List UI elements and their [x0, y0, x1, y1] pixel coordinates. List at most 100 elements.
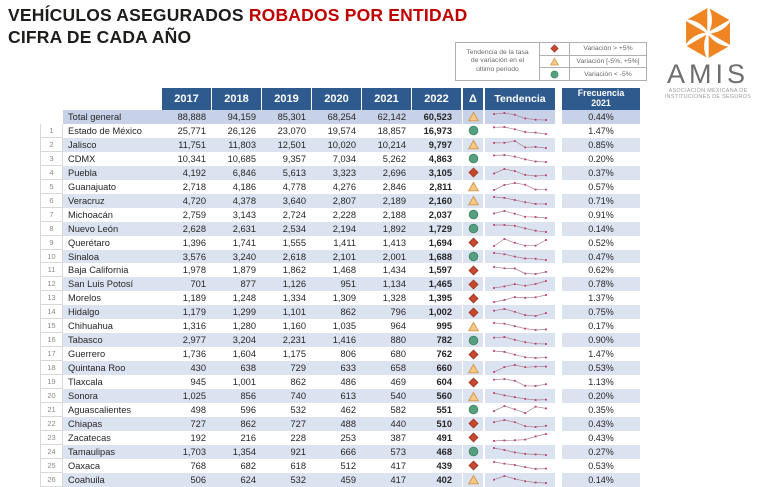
- rank-cell: 7: [40, 207, 63, 222]
- value-2021: 2,696: [362, 165, 412, 180]
- trend-sparkline: [493, 335, 547, 345]
- column-gap: [555, 375, 562, 390]
- table-row: 19 Tlaxcala 945 1,001 862 486 469 604 1.13%: [40, 375, 640, 390]
- value-2020: 951: [312, 277, 362, 292]
- value-2022: 468: [412, 444, 462, 459]
- rank-cell: [40, 110, 63, 124]
- variation-triangle-icon: [467, 391, 479, 401]
- variation-circle-icon: [468, 405, 478, 415]
- value-2019: 4,778: [262, 179, 312, 194]
- value-2021: 2,188: [362, 207, 412, 222]
- value-2022: 1,597: [412, 263, 462, 278]
- legend-label: Tendencia de la tasa de variación en el …: [456, 43, 540, 80]
- frequency-cell: 0.14%: [562, 221, 640, 236]
- frequency-cell: 0.17%: [562, 319, 640, 334]
- value-2019: 12,501: [262, 137, 312, 152]
- table-row: Total general 88,888 94,159 85,301 68,254 62…: [40, 110, 640, 124]
- value-2019: 1,126: [262, 277, 312, 292]
- value-2019: 2,618: [262, 249, 312, 264]
- trend-sparkline: [493, 168, 547, 178]
- value-2018: 1,001: [212, 375, 262, 390]
- value-2020: 10,020: [312, 137, 362, 152]
- value-2021: 582: [362, 403, 412, 417]
- value-2022: 2,160: [412, 193, 462, 208]
- legend-item-label: Variación > +5%: [583, 45, 633, 53]
- table-row: 13 Morelos 1,189 1,248 1,334 1,309 1,328 1,39…: [40, 291, 640, 306]
- value-2017: 192: [162, 430, 212, 445]
- frequency-cell: 0.91%: [562, 207, 640, 222]
- legend-symbol: [540, 55, 570, 68]
- rank-cell: 5: [40, 179, 63, 194]
- entity-name-cell: Sonora: [63, 389, 162, 404]
- legend-rows: Variación > +5% Variación [-5%, +5%] Var…: [540, 43, 646, 81]
- trend-cell: [485, 235, 555, 250]
- trend-cell: [485, 416, 555, 431]
- value-2022: 551: [412, 403, 462, 417]
- trend-cell: [485, 277, 555, 292]
- delta-cell: [463, 193, 483, 208]
- table-row: 5 Guanajuato 2,718 4,186 4,778 4,276 2,846 2,…: [40, 179, 640, 194]
- table-body: Total general 88,888 94,159 85,301 68,254 62…: [40, 110, 640, 487]
- table-row: 14 Hidalgo 1,179 1,299 1,101 862 796 1,002 0.…: [40, 305, 640, 320]
- value-2021: 796: [362, 305, 412, 320]
- table-row: 8 Nuevo León 2,628 2,631 2,534 2,194 1,892 1,…: [40, 221, 640, 236]
- value-2021: 417: [362, 472, 412, 487]
- delta-cell: [463, 319, 483, 334]
- value-2018: 856: [212, 389, 262, 404]
- rank-cell: 19: [40, 375, 63, 390]
- value-2020: 459: [312, 472, 362, 487]
- variation-triangle-icon: [467, 363, 479, 373]
- entity-name-cell: Aguascalientes: [63, 403, 162, 417]
- value-2018: 11,803: [212, 137, 262, 152]
- trend-column-header: Tendencia: [485, 88, 555, 110]
- rank-cell: 16: [40, 333, 63, 348]
- value-2020: 1,309: [312, 291, 362, 306]
- delta-cell: [463, 416, 483, 431]
- table-row: 15 Chihuahua 1,316 1,280 1,160 1,035 964 995 …: [40, 319, 640, 334]
- trend-cell: [485, 458, 555, 473]
- value-2018: 3,204: [212, 333, 262, 348]
- value-2020: 1,468: [312, 263, 362, 278]
- year-header: 2020: [312, 88, 362, 110]
- value-2018: 596: [212, 403, 262, 417]
- table-row: 4 Puebla 4,192 6,846 5,613 3,323 2,696 3,105 …: [40, 165, 640, 180]
- trend-sparkline: [493, 475, 547, 485]
- table-row: 25 Oaxaca 768 682 618 512 417 439 0.53%: [40, 458, 640, 473]
- value-2019: 2,534: [262, 221, 312, 236]
- frequency-cell: 0.53%: [562, 361, 640, 376]
- trend-sparkline: [493, 154, 547, 164]
- variation-diamond-icon: [467, 307, 479, 318]
- value-2020: 1,416: [312, 333, 362, 348]
- entity-name-cell: Coahuila: [63, 472, 162, 487]
- trend-sparkline: [493, 461, 547, 471]
- trend-sparkline: [493, 405, 547, 415]
- table-row: 7 Michoacán 2,759 3,143 2,724 2,228 2,188 2,0…: [40, 207, 640, 222]
- trend-cell: [485, 472, 555, 487]
- value-2020: 7,034: [312, 151, 362, 166]
- variation-triangle-icon: [550, 57, 559, 66]
- trend-cell: [485, 444, 555, 459]
- column-gap: [555, 207, 562, 222]
- value-2017: 2,628: [162, 221, 212, 236]
- value-2017: 2,718: [162, 179, 212, 194]
- value-2020: 2,194: [312, 221, 362, 236]
- trend-sparkline: [493, 349, 547, 359]
- value-2019: 729: [262, 361, 312, 376]
- table-row: 18 Quintana Roo 430 638 729 633 658 660 0.53%: [40, 361, 640, 376]
- entity-name-cell: Tabasco: [63, 333, 162, 348]
- frequency-cell: 0.37%: [562, 165, 640, 180]
- value-2020: 19,574: [312, 123, 362, 138]
- variation-circle-icon: [468, 126, 478, 136]
- title-red-part: ROBADOS POR ENTIDAD: [248, 5, 468, 25]
- year-header: 2019: [262, 88, 312, 110]
- delta-cell: [463, 179, 483, 194]
- value-2020: 3,323: [312, 165, 362, 180]
- title-line1: VEHÍCULOS ASEGURADOS ROBADOS POR ENTIDAD: [8, 4, 467, 26]
- delta-cell: [463, 137, 483, 152]
- value-2018: 1,604: [212, 347, 262, 362]
- value-2021: 1,134: [362, 277, 412, 292]
- column-gap: [555, 291, 562, 306]
- legend-label-line: Tendencia de la tasa: [466, 48, 529, 56]
- variation-diamond-icon: [467, 349, 479, 360]
- value-2021: 1,892: [362, 221, 412, 236]
